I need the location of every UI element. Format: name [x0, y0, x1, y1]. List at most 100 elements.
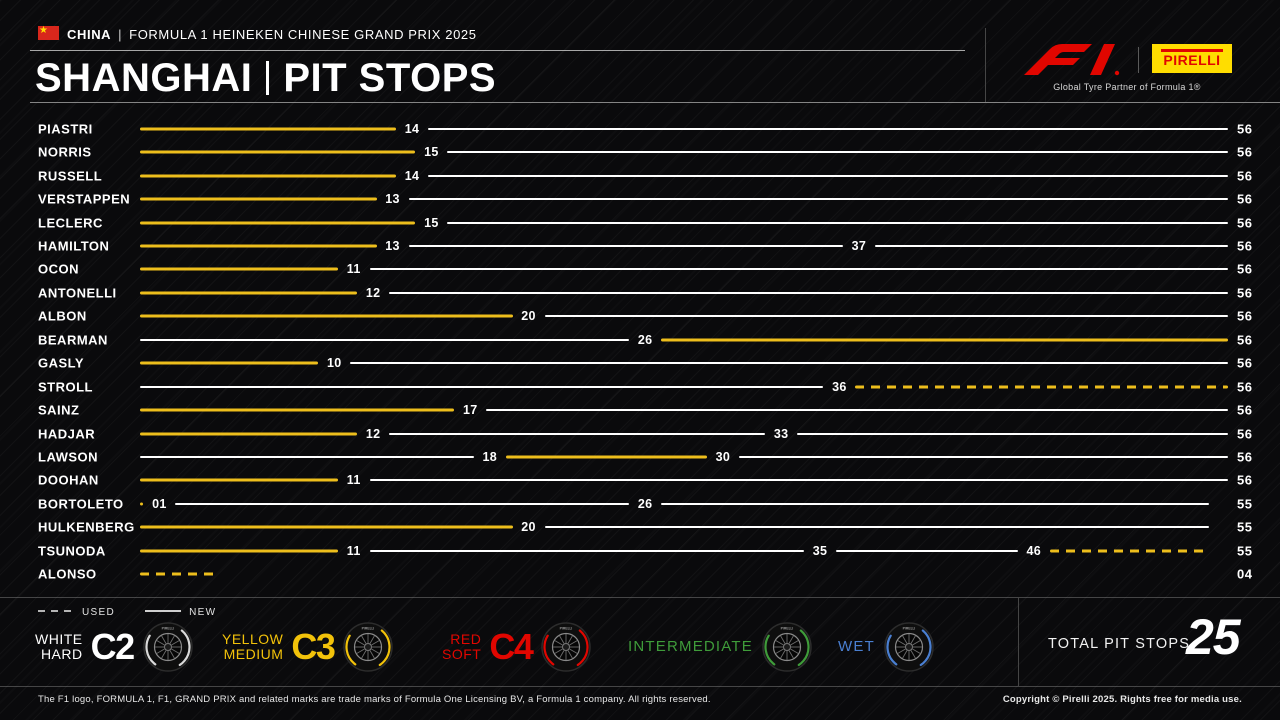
- svg-text:PIRELLI: PIRELLI: [362, 627, 375, 631]
- compound-entry: WET PIRELLI: [838, 620, 936, 674]
- pit-lap-label: 33: [773, 426, 789, 441]
- compound-name: WET: [838, 637, 875, 655]
- stint-medium-new: [140, 197, 377, 201]
- driver-row: HAMILTON 13 37 56: [0, 234, 1280, 257]
- stint-hard-new: [428, 174, 1228, 177]
- tyre-icon: PIRELLI: [884, 622, 934, 672]
- final-lap-label: 55: [1237, 519, 1253, 535]
- pit-lap-label: 11: [346, 543, 361, 558]
- final-lap-label: 56: [1237, 308, 1253, 324]
- compound-entry: RED SOFT C4 PIRELLI: [442, 620, 593, 674]
- final-lap-label: 56: [1237, 332, 1253, 348]
- compound-legend: WHITE HARD C2 PIRELLI YELLOW MEDIUM C3 PIRELLI R…: [0, 620, 1010, 682]
- title-label: PIT STOPS: [283, 56, 497, 100]
- driver-row: TSUNODA 11 35 46 55: [0, 539, 1280, 562]
- pit-lap-label: 15: [424, 215, 439, 230]
- new-line-sample: [145, 610, 182, 612]
- compound-code: C2: [90, 626, 136, 667]
- driver-name: LECLERC: [38, 215, 103, 231]
- tyre-icon: PIRELLI: [541, 622, 592, 672]
- title-city: SHANGHAI: [35, 56, 253, 100]
- flag-star-icon: ★: [39, 25, 48, 36]
- svg-text:PIRELLI: PIRELLI: [903, 627, 916, 631]
- driver-name: GASLY: [38, 355, 85, 371]
- driver-row: ALBON 20 56: [0, 305, 1280, 328]
- compound-code: C3: [291, 626, 336, 667]
- final-lap-label: 56: [1237, 261, 1253, 277]
- driver-name: ALBON: [38, 308, 87, 324]
- stint-hard-new: [350, 362, 1228, 365]
- driver-name: ALONSO: [38, 566, 97, 582]
- header-vertical-divider: [985, 28, 986, 102]
- pit-lap-label: 20: [521, 309, 536, 324]
- event-country: CHINA: [67, 27, 112, 42]
- driver-name: NORRIS: [38, 144, 92, 160]
- final-lap-label: 56: [1237, 121, 1253, 137]
- driver-row: NORRIS 15 56: [0, 140, 1280, 163]
- pit-lap-label: 01: [152, 496, 167, 511]
- footer-copyright-text: Copyright © Pirelli 2025. Rights free fo…: [1002, 694, 1242, 705]
- stint-medium-new: [140, 432, 358, 436]
- pirelli-wordmark: PIRELLI: [1163, 52, 1221, 68]
- stint-medium-new: [140, 150, 416, 154]
- driver-row: SAINZ 17 56: [0, 398, 1280, 421]
- driver-name: LAWSON: [38, 449, 99, 465]
- driver-row: HULKENBERG 20 55: [0, 516, 1280, 539]
- pit-lap-label: 35: [812, 543, 828, 558]
- partner-tagline: Global Tyre Partner of Formula 1®: [1053, 82, 1201, 92]
- pit-lap-label: 20: [521, 520, 536, 535]
- stint-hard-new: [447, 151, 1228, 154]
- final-lap-label: 55: [1237, 496, 1253, 512]
- driver-name: HULKENBERG: [38, 519, 135, 535]
- driver-name: VERSTAPPEN: [38, 191, 131, 207]
- legend-top-divider: [0, 597, 1280, 598]
- final-lap-label: 04: [1237, 566, 1253, 582]
- driver-name: BEARMAN: [38, 332, 108, 348]
- legend-vertical-divider: [1018, 597, 1019, 686]
- stint-hard-new: [874, 244, 1228, 247]
- title-separator: [266, 61, 270, 95]
- driver-row: ALONSO 04: [0, 563, 1280, 586]
- pirelli-logo-bar: [1161, 49, 1223, 52]
- stint-hard-new: [369, 479, 1228, 482]
- final-lap-label: 55: [1237, 543, 1253, 559]
- stint-hard-new: [369, 268, 1228, 271]
- stint-hard-new: [369, 549, 804, 552]
- driver-name: SAINZ: [38, 402, 80, 418]
- stint-hard-new: [140, 385, 824, 388]
- final-lap-label: 56: [1237, 355, 1253, 371]
- total-pit-stops-value: 25: [1186, 609, 1241, 665]
- used-line-sample: [38, 610, 74, 612]
- stint-medium-new: [140, 221, 416, 225]
- stint-hard-new: [797, 432, 1228, 435]
- final-lap-label: 56: [1237, 449, 1253, 465]
- pit-lap-label: 11: [346, 262, 361, 277]
- tyre-icon: PIRELLI: [343, 622, 394, 672]
- compound-entry: YELLOW MEDIUM C3 PIRELLI: [222, 620, 395, 674]
- stint-hard-new: [544, 526, 1209, 529]
- stint-hard-new: [447, 221, 1228, 224]
- stint-medium-new: [140, 361, 319, 365]
- pit-lap-label: 11: [346, 473, 361, 488]
- new-label: NEW: [189, 607, 217, 618]
- driver-name: HAMILTON: [38, 238, 110, 254]
- pit-lap-label: 30: [715, 450, 731, 465]
- pit-lap-label: 14: [404, 168, 420, 183]
- stint-medium-new: [140, 174, 396, 178]
- stint-medium-used: [140, 502, 144, 506]
- driver-row: VERSTAPPEN 13 56: [0, 187, 1280, 210]
- footer-legal-text: The F1 logo, FORMULA 1, F1, GRAND PRIX a…: [38, 694, 711, 705]
- footer-divider: [0, 686, 1280, 687]
- china-flag-icon: ★: [38, 25, 59, 40]
- used-label: USED: [82, 607, 115, 618]
- final-lap-label: 56: [1237, 144, 1253, 160]
- pit-lap-label: 26: [637, 496, 653, 511]
- tyre-icon: PIRELLI: [762, 622, 812, 672]
- stint-hard-new: [544, 315, 1228, 318]
- final-lap-label: 56: [1237, 402, 1253, 418]
- driver-name: TSUNODA: [38, 543, 106, 559]
- driver-name: OCON: [38, 261, 79, 277]
- pit-lap-label: 15: [424, 145, 439, 160]
- driver-row: ANTONELLI 12 56: [0, 281, 1280, 304]
- final-lap-label: 56: [1237, 472, 1253, 488]
